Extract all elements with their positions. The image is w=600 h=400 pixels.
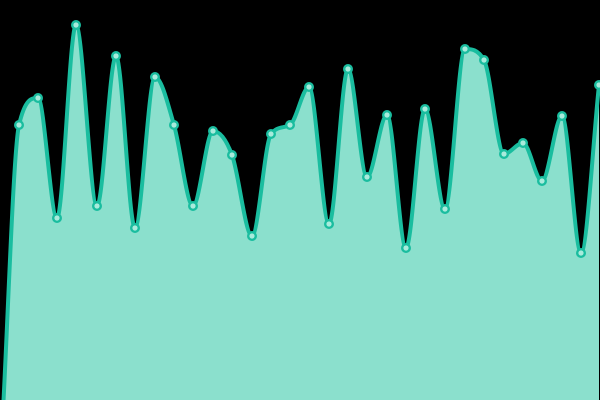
data-point-marker: [207, 125, 218, 136]
data-point-marker: [576, 247, 587, 258]
data-point-marker: [266, 128, 277, 139]
series-line: [1, 23, 600, 400]
data-point-marker: [537, 175, 548, 186]
data-point-marker: [343, 63, 354, 74]
data-point-marker: [557, 110, 568, 121]
data-point-marker: [460, 44, 471, 55]
data-point-marker: [33, 92, 44, 103]
area-fill: [3, 25, 599, 400]
data-point-marker: [362, 171, 373, 182]
data-point-marker: [91, 200, 102, 211]
data-point-marker: [187, 200, 198, 211]
data-point-marker: [129, 222, 140, 233]
data-point-marker: [246, 230, 257, 241]
data-point-marker: [52, 212, 63, 223]
data-point-marker: [226, 149, 237, 160]
data-point-marker: [168, 119, 179, 130]
data-point-marker: [594, 80, 600, 90]
data-point-marker: [420, 103, 431, 114]
data-point-marker: [324, 218, 335, 229]
data-point-marker: [149, 71, 160, 82]
data-point-marker: [13, 119, 24, 130]
data-point-marker: [70, 20, 81, 31]
data-point-marker: [304, 81, 315, 92]
data-point-marker: [499, 148, 510, 159]
data-point-marker: [401, 242, 412, 253]
data-point-marker: [382, 109, 393, 120]
data-point-marker: [285, 119, 296, 130]
data-point-marker: [440, 203, 451, 214]
data-point-marker: [110, 51, 121, 62]
data-point-marker: [518, 137, 529, 148]
data-point-marker: [479, 55, 490, 66]
